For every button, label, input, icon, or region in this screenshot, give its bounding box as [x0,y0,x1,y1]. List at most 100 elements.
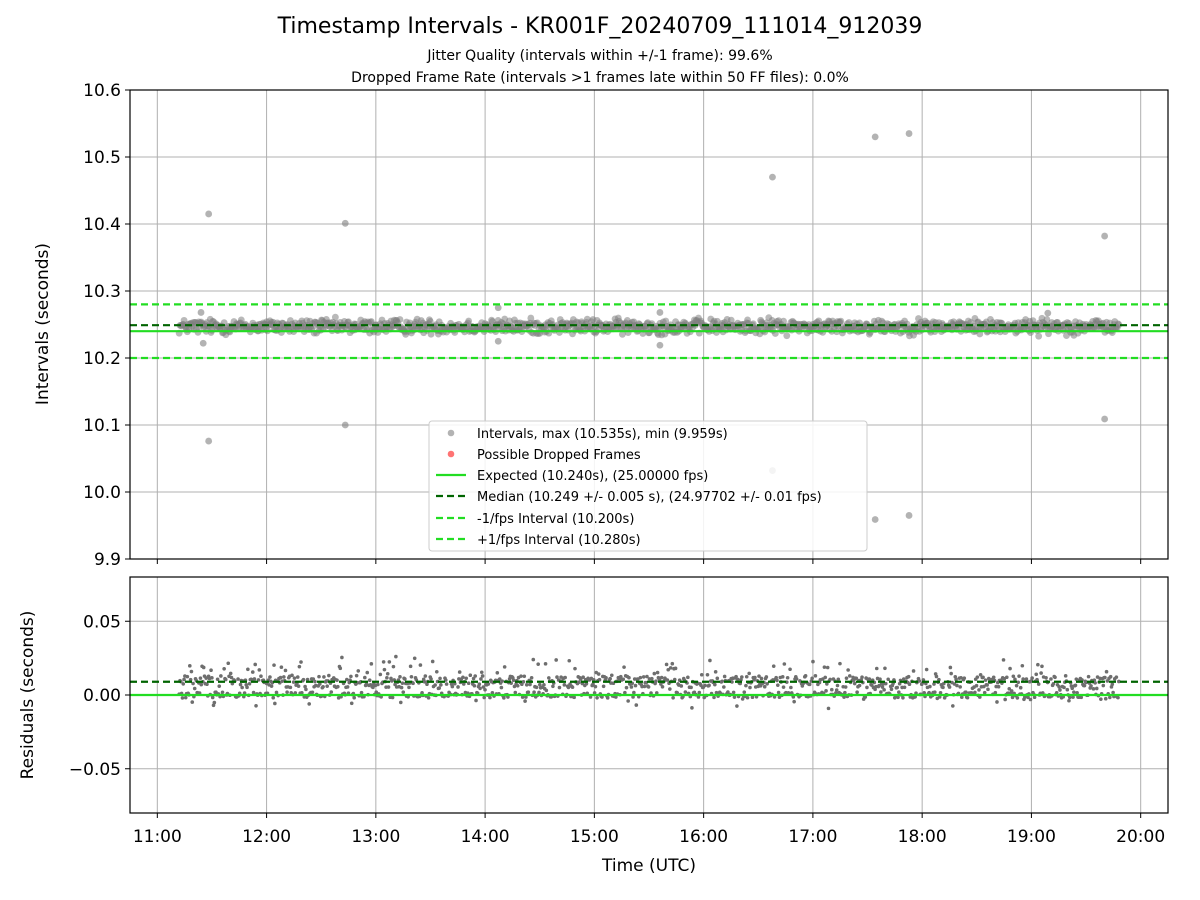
residual-point [297,664,302,669]
residual-point [422,680,427,684]
interval-outlier-point [905,130,913,137]
residual-point [1082,683,1087,688]
residual-point [1094,686,1099,691]
y-tick-label: −0.05 [69,760,121,780]
residual-point [318,682,322,686]
residual-point [215,677,220,682]
residual-point [986,687,990,692]
residual-point [1070,686,1075,691]
residual-point [466,681,471,686]
residual-point [531,657,536,662]
interval-outlier-point [197,309,205,316]
residual-point [810,676,814,681]
residual-point [621,677,626,682]
residual-point [605,696,610,700]
residual-point [572,695,576,700]
residual-point [340,655,344,660]
residual-point [374,690,379,694]
residual-point [901,696,905,700]
residual-point [596,672,601,676]
residual-point [238,682,243,687]
residual-point [983,678,988,682]
residual-point [626,699,630,703]
residual-point [1024,677,1029,681]
residual-point [192,686,197,691]
residual-point [962,676,967,680]
residual-point [949,671,953,676]
residual-point [836,677,841,682]
residual-point [843,685,848,689]
residual-point [1017,674,1021,678]
residual-point [991,675,996,680]
residual-point [499,685,504,690]
residual-point [1117,679,1121,684]
residual-point [981,675,985,680]
residual-point [444,682,449,686]
residual-point [664,662,669,667]
residual-point [707,683,711,688]
residual-point [401,690,406,694]
residual-point [734,674,738,679]
residual-point [781,685,786,689]
residual-point [951,704,955,708]
residual-point [1040,691,1045,695]
x-axis-label: Time (UTC) [601,856,696,876]
residual-point [526,690,531,695]
residual-point [488,695,492,700]
residual-point [577,680,581,684]
chart-title: Timestamp Intervals - KR001F_20240709_11… [277,14,923,39]
residual-point [1108,695,1112,700]
residual-point [1093,681,1097,685]
residual-point [947,685,952,689]
residual-point [740,697,745,701]
residual-point [313,679,317,684]
residual-point [511,678,516,683]
residual-point [376,682,380,687]
residual-point [735,677,740,682]
residual-point [322,675,326,679]
y-tick-label: 10.6 [83,81,121,101]
residual-point [411,681,415,686]
y-tick-label: 9.9 [94,550,121,570]
residual-point [273,701,277,706]
residual-point [246,667,250,672]
intervals-axes-frame [129,89,1169,560]
residual-point [228,671,233,676]
residual-point [307,702,312,706]
residual-point [699,672,704,677]
interval-point [662,317,670,325]
residual-point [1116,695,1120,700]
residual-point [686,675,690,680]
residual-point [513,690,518,695]
residual-point [865,685,869,690]
residual-point [551,684,555,689]
residual-point [650,676,654,681]
residual-point [713,670,718,674]
residual-point [543,662,548,666]
residual-point [672,677,677,682]
residual-point [665,678,670,682]
residual-point [1104,669,1109,674]
residual-point [762,684,767,689]
residual-point [472,683,477,688]
residual-point [878,677,882,682]
residual-point [880,685,885,689]
residual-point [211,703,216,708]
residual-point [407,685,411,690]
residual-point [253,662,258,667]
residual-point [325,684,329,688]
residual-point [666,667,671,672]
residual-point [627,675,631,680]
residual-point [520,695,525,699]
residual-point [857,683,862,688]
residual-point [948,665,953,670]
residual-point [924,667,929,672]
legend-entry-intervals: Intervals, max (10.535s), min (9.959s) [477,427,728,442]
residual-point [544,688,549,693]
interval-outlier-point [871,133,879,141]
x-tick-label: 16:00 [679,827,728,847]
residual-point [897,690,901,694]
residual-point [965,695,970,700]
residual-point [481,685,486,689]
residual-point [679,684,684,688]
